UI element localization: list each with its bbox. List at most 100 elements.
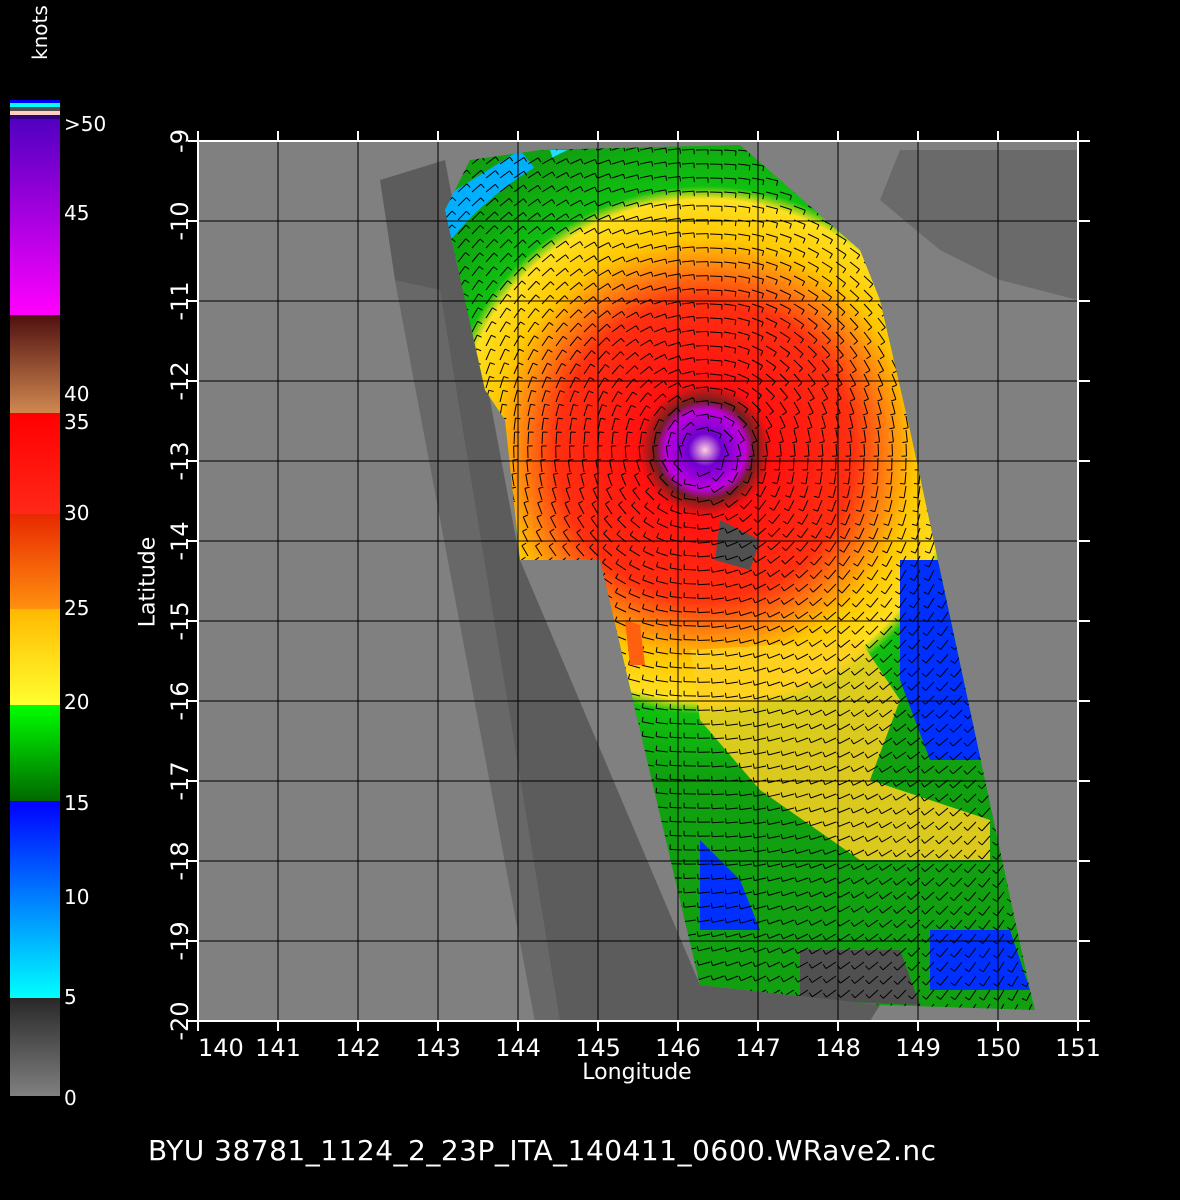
wind-vector — [854, 639, 865, 649]
wind-barb — [503, 376, 509, 379]
wind-barb — [603, 390, 608, 394]
wind-vector — [877, 359, 885, 371]
wind-barb — [808, 724, 812, 730]
wind-vector — [457, 197, 467, 207]
wind-vector — [981, 807, 991, 818]
wind-barb — [799, 353, 804, 358]
wind-barb — [774, 294, 778, 300]
wind-vector — [833, 471, 837, 484]
wind-vector — [611, 324, 622, 333]
wind-barb — [977, 813, 983, 818]
wind-barb — [657, 488, 662, 494]
wind-barb — [679, 190, 682, 196]
wind-vector — [852, 835, 865, 842]
wind-barb — [785, 495, 791, 498]
wind-barb — [794, 696, 798, 701]
wind-vector — [754, 709, 767, 714]
wind-vector — [711, 793, 725, 796]
wind-vector — [723, 191, 736, 194]
wind-vector — [812, 583, 823, 593]
wind-vector — [810, 891, 823, 898]
wind-barb — [935, 728, 940, 733]
wind-barb — [823, 615, 828, 621]
wind-barb — [794, 600, 799, 606]
wind-vector — [840, 611, 851, 621]
wind-barb — [738, 530, 743, 535]
wind-vector — [589, 532, 599, 543]
wind-vector — [726, 695, 739, 699]
wind-barb — [893, 672, 898, 677]
wind-barb — [780, 833, 783, 839]
wind-barb — [921, 881, 926, 887]
wind-barb — [839, 535, 845, 540]
wind-barb — [780, 613, 785, 619]
wind-vector — [697, 597, 711, 600]
wind-vector — [821, 289, 832, 298]
low-wind-region — [930, 930, 1030, 990]
wind-vector — [656, 722, 669, 725]
calm-region — [800, 950, 920, 1005]
wind-vector — [782, 863, 795, 868]
wind-barb — [935, 839, 940, 845]
wind-vector — [740, 709, 753, 713]
wind-vector — [684, 483, 697, 487]
wind-vector — [867, 709, 879, 718]
wind-vector — [681, 421, 692, 431]
wind-barb — [854, 536, 860, 540]
wind-barb — [780, 847, 783, 854]
wind-barb — [762, 222, 765, 228]
wind-barb — [856, 269, 860, 274]
wind-barb — [693, 288, 696, 294]
wind-barb — [767, 558, 771, 564]
wind-barb — [607, 472, 613, 476]
wind-vector — [839, 919, 851, 927]
wind-barb — [538, 486, 544, 489]
wind-vector — [726, 807, 739, 810]
wind-vector — [773, 499, 781, 511]
wind-barb — [738, 569, 742, 575]
wind-vector — [953, 667, 963, 678]
wind-vector — [807, 247, 819, 254]
wind-vector — [779, 345, 790, 354]
wind-vector — [768, 695, 781, 701]
wind-vector — [681, 232, 694, 235]
wind-vector — [793, 331, 804, 340]
wind-vector — [854, 667, 865, 676]
wind-vector — [764, 457, 767, 471]
wind-vector — [913, 569, 921, 581]
wind-vector — [867, 877, 879, 885]
wind-vector — [653, 230, 666, 235]
wind-vector — [656, 750, 669, 753]
wind-barb — [565, 486, 571, 490]
wind-barb — [580, 172, 584, 178]
wind-vector — [807, 373, 816, 384]
wind-vector — [728, 499, 739, 508]
wind-vector — [924, 905, 935, 915]
wind-barb — [898, 510, 904, 513]
wind-vector — [765, 429, 771, 442]
wind-barb — [565, 240, 570, 246]
wind-barb — [864, 726, 869, 731]
wind-barb — [521, 542, 527, 547]
wind-vector — [653, 217, 666, 221]
wind-barb — [642, 560, 646, 566]
wind-barb — [852, 576, 858, 581]
wind-barb — [615, 573, 619, 579]
wind-vector — [867, 849, 879, 857]
wind-vector — [698, 905, 711, 909]
wind-vector — [896, 695, 907, 705]
wind-vector — [726, 765, 739, 768]
colorbar-label: 35 — [64, 410, 90, 434]
wind-barb — [825, 535, 831, 539]
wind-barb — [724, 678, 727, 684]
wind-vector — [625, 365, 635, 375]
wind-vector — [659, 477, 669, 487]
wind-barb — [908, 604, 914, 609]
wind-vector — [902, 499, 907, 512]
wind-vector — [569, 213, 581, 221]
wind-barb — [670, 490, 674, 496]
wind-barb — [604, 364, 610, 368]
wind-vector — [553, 460, 557, 473]
wind-vector — [742, 513, 753, 522]
wind-barb — [521, 556, 526, 561]
